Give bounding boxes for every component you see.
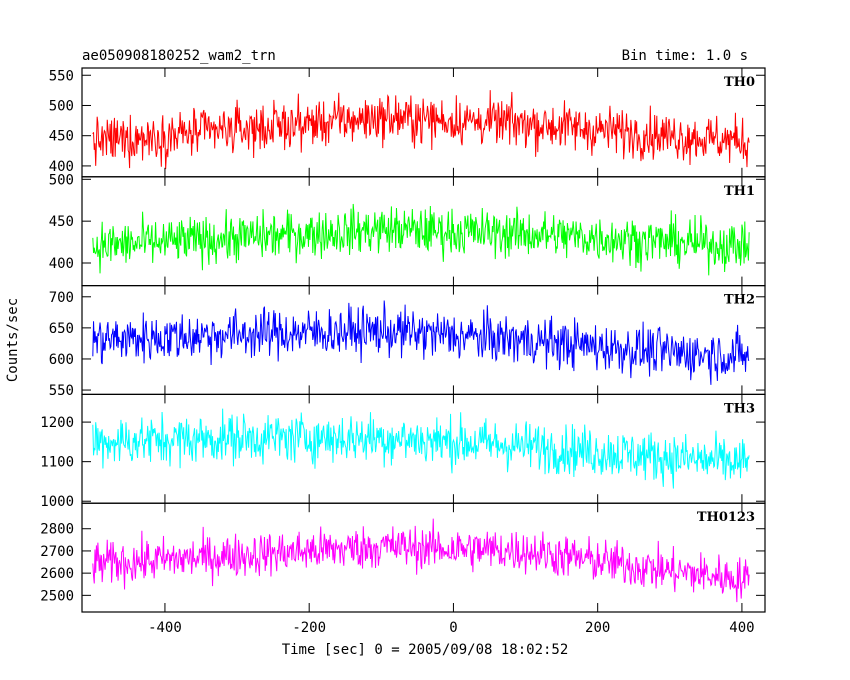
x-tick-label: 400 [729, 620, 754, 636]
y-tick-label: 550 [49, 383, 74, 399]
panel-th2: 550 600 650 700 TH2 [49, 285, 766, 399]
y-tick-label: 1200 [40, 415, 74, 431]
y-tick-label: 400 [49, 256, 74, 272]
x-tick-label: 200 [585, 620, 610, 636]
series-line-th1 [92, 203, 750, 276]
panel-label: TH0123 [697, 510, 755, 525]
y-tick-label: 550 [49, 68, 74, 84]
x-axis: -400 -200 0 200 400 [148, 620, 754, 636]
y-tick-label: 650 [49, 321, 74, 337]
series-line-th0 [92, 90, 750, 170]
panel-th0123: 2500 2600 2700 2800 TH0123 [40, 502, 766, 613]
x-axis-label: Time [sec] 0 = 2005/09/08 18:02:52 [282, 642, 569, 658]
panel-label: TH3 [724, 401, 755, 416]
y-tick-label: 450 [49, 214, 74, 230]
y-tick-label: 700 [49, 290, 74, 306]
y-tick-label: 500 [49, 172, 74, 188]
y-tick-label: 2700 [40, 544, 74, 560]
y-axis-label: Counts/sec [5, 298, 21, 382]
panels-group: 400 450 500 550 TH0 400 450 500 TH1 550 600 650 700 T… [40, 67, 766, 613]
panel-th1: 400 450 500 TH1 [49, 172, 766, 287]
series-line-th2 [92, 300, 750, 385]
panel-label: TH0 [724, 75, 755, 90]
panel-label: TH1 [724, 184, 755, 199]
x-tick-label: 0 [449, 620, 457, 636]
series-line-th0123 [92, 518, 750, 603]
series-line-th3 [92, 408, 750, 489]
y-tick-label: 2500 [40, 588, 74, 604]
y-tick-label: 450 [49, 129, 74, 145]
x-tick-label: -200 [292, 620, 326, 636]
y-tick-label: 1000 [40, 494, 74, 510]
bin-time-label: Bin time: 1.0 s [622, 48, 748, 64]
y-tick-label: 2800 [40, 522, 74, 538]
y-tick-label: 500 [49, 98, 74, 114]
panel-th0: 400 450 500 550 TH0 [49, 67, 766, 178]
y-tick-label: 2600 [40, 566, 74, 582]
chart-title: ae050908180252_wam2_trn [82, 48, 276, 64]
panel-frame [81, 502, 766, 613]
y-tick-label: 600 [49, 352, 74, 368]
x-tick-label: -400 [148, 620, 182, 636]
y-tick-label: 400 [49, 159, 74, 175]
panel-th3: 1000 1100 1200 TH3 [40, 393, 766, 510]
panel-label: TH2 [724, 293, 755, 308]
y-tick-label: 1100 [40, 455, 74, 471]
